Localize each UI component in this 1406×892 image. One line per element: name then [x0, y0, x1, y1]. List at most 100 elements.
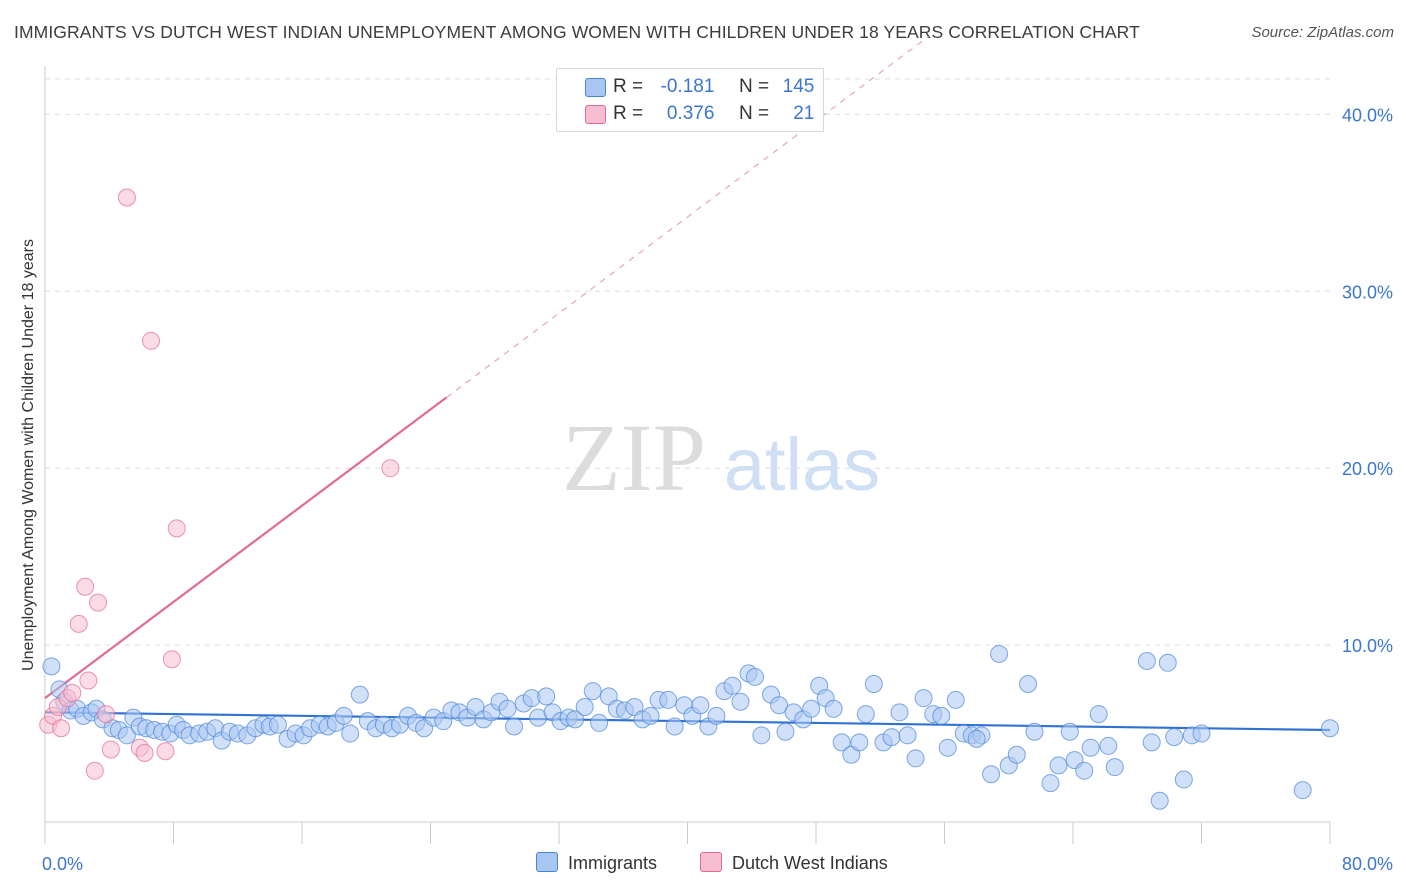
point-dutch-west-indians: [89, 593, 108, 612]
point-dutch-west-indians: [97, 705, 116, 724]
point-immigrants: [752, 726, 771, 745]
series-legend-immigrants[interactable]: Immigrants: [536, 852, 657, 876]
point-immigrants: [1137, 652, 1156, 671]
point-immigrants: [1105, 758, 1124, 777]
point-immigrants: [1150, 791, 1169, 810]
watermark: ZIP atlas: [562, 404, 880, 511]
legend-r-label: R =: [613, 103, 644, 124]
point-dutch-west-indians: [85, 761, 104, 780]
legend-swatch-immigrants: [585, 78, 606, 97]
data-points: [39, 188, 1339, 810]
legend-r-value-immigrants: -0.181: [660, 76, 715, 97]
gridlines: [45, 78, 1330, 646]
point-immigrants: [850, 733, 869, 752]
point-dutch-west-indians: [52, 719, 71, 738]
point-immigrants: [731, 692, 750, 711]
point-immigrants: [505, 717, 524, 736]
point-immigrants: [1165, 728, 1184, 747]
y-tick-label: 10.0%: [1342, 636, 1393, 656]
watermark-zip: ZIP: [562, 404, 706, 511]
point-immigrants: [914, 689, 933, 708]
point-immigrants: [659, 690, 678, 709]
point-immigrants: [117, 726, 136, 745]
point-immigrants: [1060, 722, 1079, 741]
trend-extension-dutch-west-indians: [446, 36, 929, 398]
point-immigrants: [832, 733, 851, 752]
correlation-legend: R = -0.181 N = 145 R = 0.376 N = 21: [556, 68, 824, 132]
point-dutch-west-indians: [76, 577, 95, 596]
x-tick-label-min: 0.0%: [42, 854, 83, 874]
point-dutch-west-indians: [381, 459, 400, 478]
trend-line-dutch-west-indians: [44, 396, 448, 700]
point-immigrants: [42, 657, 61, 676]
point-immigrants: [590, 713, 609, 732]
point-dutch-west-indians: [117, 188, 136, 207]
legend-n-label: N =: [738, 76, 770, 97]
point-immigrants: [932, 706, 951, 725]
point-immigrants: [938, 738, 957, 757]
point-dutch-west-indians: [156, 742, 175, 761]
point-immigrants: [1174, 770, 1193, 789]
point-immigrants: [1099, 736, 1118, 755]
legend-n-label: N =: [738, 103, 770, 124]
chart-title: IMMIGRANTS VS DUTCH WEST INDIAN UNEMPLOY…: [14, 22, 1140, 42]
point-immigrants: [1025, 722, 1044, 741]
series-immigrants: [42, 644, 1339, 810]
x-tick-label-max: 80.0%: [1342, 854, 1393, 874]
point-immigrants: [946, 690, 965, 709]
point-immigrants: [350, 685, 369, 704]
series-swatch-dutch-west-indians: [700, 852, 722, 872]
point-immigrants: [982, 765, 1001, 784]
trend-lines: [44, 36, 1331, 732]
point-immigrants: [1041, 774, 1060, 793]
series-label-immigrants: Immigrants: [568, 853, 658, 873]
point-immigrants: [707, 706, 726, 725]
point-dutch-west-indians: [69, 614, 88, 633]
point-dutch-west-indians: [135, 744, 154, 763]
point-dutch-west-indians: [63, 683, 82, 702]
axes: [44, 66, 1331, 844]
legend-r-label: R =: [613, 76, 644, 97]
point-immigrants: [641, 706, 660, 725]
point-immigrants: [1081, 738, 1100, 757]
point-immigrants: [1049, 756, 1068, 775]
point-immigrants: [723, 676, 742, 695]
point-immigrants: [1019, 675, 1038, 694]
point-immigrants: [1192, 724, 1211, 743]
point-dutch-west-indians: [167, 519, 186, 538]
point-immigrants: [334, 706, 353, 725]
point-immigrants: [268, 715, 287, 734]
point-immigrants: [770, 696, 789, 715]
point-immigrants: [776, 722, 795, 741]
series-label-dutch-west-indians: Dutch West Indians: [732, 853, 888, 873]
y-tick-label: 30.0%: [1342, 282, 1393, 302]
point-immigrants: [575, 698, 594, 717]
legend-swatch-dutch-west-indians: [585, 105, 606, 124]
point-immigrants: [537, 687, 556, 706]
point-immigrants: [967, 729, 986, 748]
legend-r-value-dutch-west-indians: 0.376: [666, 103, 715, 124]
point-dutch-west-indians: [142, 331, 161, 350]
y-tick-label: 20.0%: [1342, 459, 1393, 479]
y-tick-label: 40.0%: [1342, 105, 1393, 125]
series-legend-dutch-west-indians[interactable]: Dutch West Indians: [700, 852, 888, 876]
point-immigrants: [665, 717, 684, 736]
source-credit: Source: ZipAtlas.com: [1251, 24, 1394, 41]
point-immigrants: [1075, 761, 1094, 780]
point-immigrants: [1293, 781, 1312, 800]
point-dutch-west-indians: [101, 740, 120, 759]
point-immigrants: [1321, 719, 1339, 738]
point-dutch-west-indians: [162, 650, 181, 669]
point-dutch-west-indians: [79, 671, 98, 690]
point-immigrants: [583, 682, 602, 701]
point-immigrants: [864, 675, 883, 694]
point-immigrants: [341, 724, 360, 743]
point-immigrants: [1007, 745, 1026, 764]
point-immigrants: [990, 644, 1009, 663]
point-immigrants: [1089, 705, 1108, 724]
point-immigrants: [824, 699, 843, 718]
watermark-atlas: atlas: [724, 423, 880, 506]
point-immigrants: [1158, 653, 1177, 672]
series-swatch-immigrants: [536, 852, 558, 872]
